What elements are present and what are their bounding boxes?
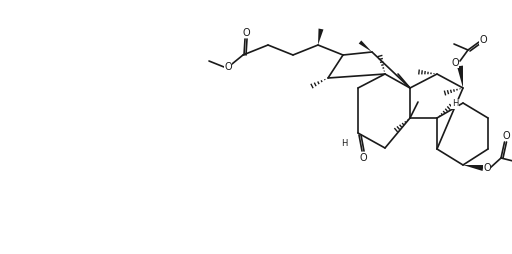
- Polygon shape: [463, 165, 483, 171]
- Text: O: O: [479, 35, 487, 45]
- Polygon shape: [318, 28, 324, 45]
- Text: O: O: [502, 131, 510, 141]
- Text: O: O: [359, 153, 367, 163]
- Text: O: O: [242, 28, 250, 38]
- Text: H: H: [452, 100, 458, 108]
- Polygon shape: [359, 40, 372, 52]
- Polygon shape: [457, 66, 463, 88]
- Text: H: H: [341, 138, 347, 148]
- Text: O: O: [483, 163, 491, 173]
- Text: O: O: [224, 62, 232, 72]
- Text: O: O: [451, 58, 459, 68]
